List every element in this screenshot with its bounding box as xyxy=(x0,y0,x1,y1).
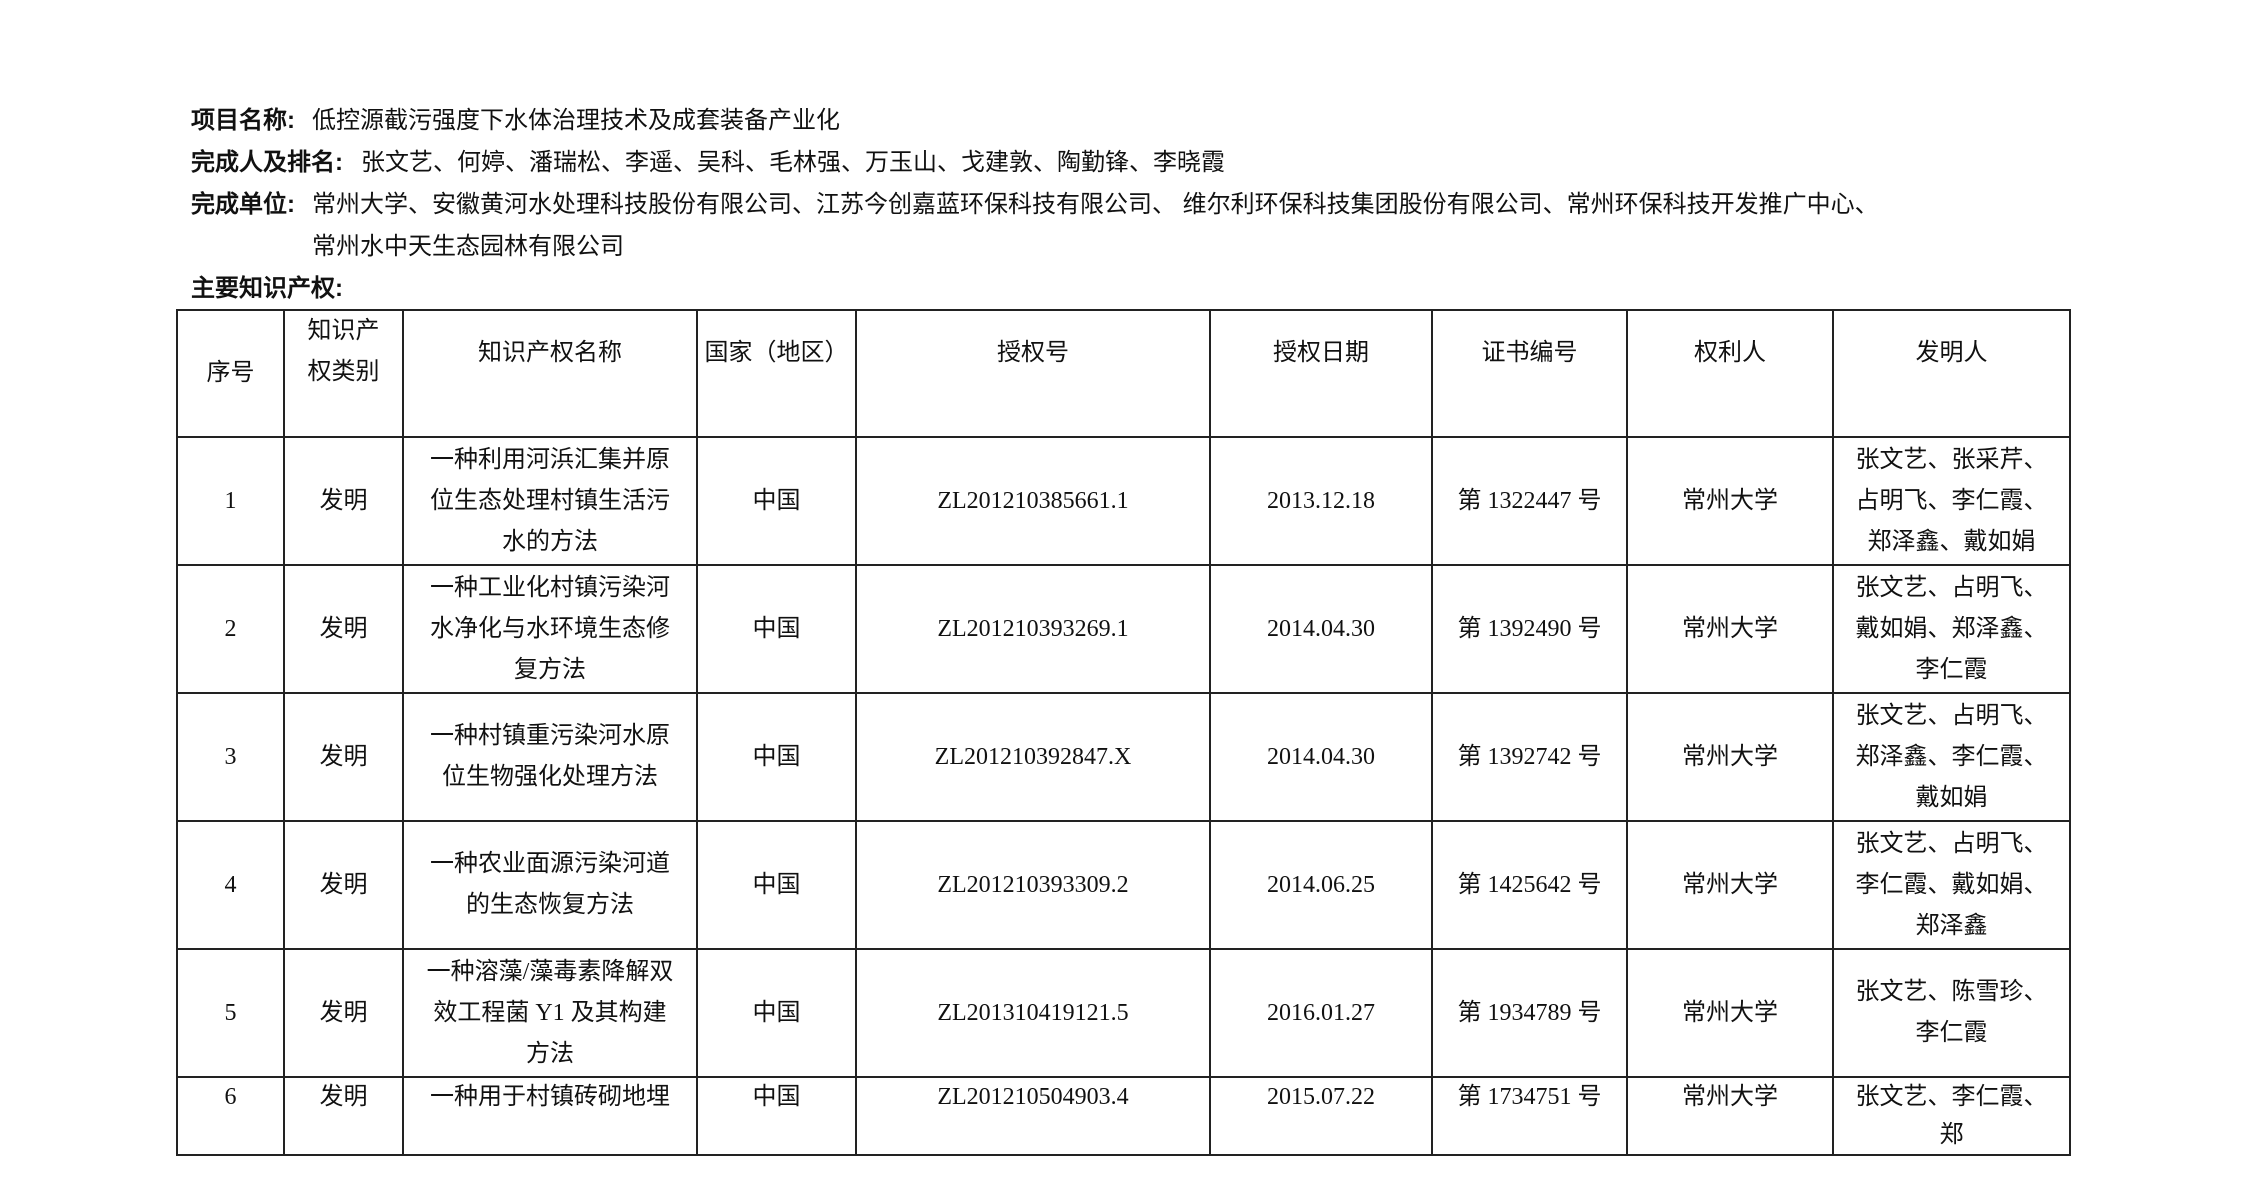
cell-country: 中国 xyxy=(696,692,857,822)
project-name-label: 项目名称: xyxy=(191,107,295,134)
cell-inventors: 张文艺、李仁霞、郑 xyxy=(1832,1076,2071,1156)
cell-certificate-number: 第 1734751 号 xyxy=(1431,1076,1628,1156)
units-label: 完成单位: xyxy=(191,191,295,218)
cell-country: 中国 xyxy=(696,564,857,694)
cell-index: 2 xyxy=(176,564,285,694)
cell-grant-number: ZL201210504903.4 xyxy=(855,1076,1211,1156)
project-name-value: 低控源截污强度下水体治理技术及成套装备产业化 xyxy=(312,107,840,134)
cell-ip-name: 一种溶藻/藻毒素降解双效工程菌 Y1 及其构建方法 xyxy=(402,948,698,1078)
completers-line: 完成人及排名: 张文艺、何婷、潘瑞松、李遥、吴科、毛林强、万玉山、戈建敦、陶勤锋… xyxy=(191,148,1225,178)
ip-table: 序号 知识产权类别 知识产权名称 国家（地区） 授权号 授权日期 证书编号 权利… xyxy=(176,309,2071,1156)
header-grant-date: 授权日期 xyxy=(1209,309,1433,438)
completers-label: 完成人及排名: xyxy=(191,149,343,176)
cell-holder: 常州大学 xyxy=(1626,436,1834,566)
cell-grant-number: ZL201210385661.1 xyxy=(855,436,1211,566)
cell-index: 1 xyxy=(176,436,285,566)
cell-ip-name: 一种村镇重污染河水原位生物强化处理方法 xyxy=(402,692,698,822)
cell-holder: 常州大学 xyxy=(1626,564,1834,694)
cell-certificate-number: 第 1322447 号 xyxy=(1431,436,1628,566)
header-ip-name: 知识产权名称 xyxy=(402,309,698,438)
cell-ip-type: 发明 xyxy=(283,692,404,822)
cell-ip-type: 发明 xyxy=(283,948,404,1078)
cell-grant-number: ZL201210393309.2 xyxy=(855,820,1211,950)
cell-certificate-number: 第 1392490 号 xyxy=(1431,564,1628,694)
cell-ip-name: 一种用于村镇砖砌地埋 xyxy=(402,1076,698,1156)
cell-holder: 常州大学 xyxy=(1626,1076,1834,1156)
cell-inventors: 张文艺、张采芹、占明飞、李仁霞、郑泽鑫、戴如娟 xyxy=(1832,436,2071,566)
cell-inventors: 张文艺、占明飞、李仁霞、戴如娟、郑泽鑫 xyxy=(1832,820,2071,950)
ip-heading-line: 主要知识产权: xyxy=(191,274,343,304)
header-country: 国家（地区） xyxy=(696,309,857,438)
header-index: 序号 xyxy=(176,309,285,438)
cell-country: 中国 xyxy=(696,948,857,1078)
cell-country: 中国 xyxy=(696,436,857,566)
table-row: 3 发明 一种村镇重污染河水原位生物强化处理方法 中国 ZL201210392847.X… xyxy=(176,692,2071,822)
units-value-line1: 常州大学、安徽黄河水处理科技股份有限公司、江苏今创嘉蓝环保科技有限公司、 维尔利… xyxy=(312,191,1879,218)
table-row: 6 发明 一种用于村镇砖砌地埋 中国 ZL201210504903.4 2015.07.2… xyxy=(176,1076,2071,1156)
units-value-line2: 常州水中天生态园林有限公司 xyxy=(312,233,624,260)
project-name-line: 项目名称: 低控源截污强度下水体治理技术及成套装备产业化 xyxy=(191,106,840,136)
cell-grant-number: ZL201310419121.5 xyxy=(855,948,1211,1078)
cell-inventors: 张文艺、占明飞、郑泽鑫、李仁霞、戴如娟 xyxy=(1832,692,2071,822)
header-certificate-number: 证书编号 xyxy=(1431,309,1628,438)
cell-index: 3 xyxy=(176,692,285,822)
units-line: 完成单位: 常州大学、安徽黄河水处理科技股份有限公司、江苏今创嘉蓝环保科技有限公… xyxy=(191,190,1879,220)
cell-grant-number: ZL201210393269.1 xyxy=(855,564,1211,694)
cell-grant-date: 2014.06.25 xyxy=(1209,820,1433,950)
completers-value: 张文艺、何婷、潘瑞松、李遥、吴科、毛林强、万玉山、戈建敦、陶勤锋、李晓霞 xyxy=(361,149,1225,176)
cell-holder: 常州大学 xyxy=(1626,692,1834,822)
table-header-row: 序号 知识产权类别 知识产权名称 国家（地区） 授权号 授权日期 证书编号 权利… xyxy=(176,309,2071,438)
cell-ip-name: 一种利用河浜汇集并原位生态处理村镇生活污水的方法 xyxy=(402,436,698,566)
cell-inventors: 张文艺、陈雪珍、李仁霞 xyxy=(1832,948,2071,1078)
cell-ip-name: 一种农业面源污染河道的生态恢复方法 xyxy=(402,820,698,950)
cell-ip-type: 发明 xyxy=(283,1076,404,1156)
cell-country: 中国 xyxy=(696,1076,857,1156)
cell-grant-date: 2013.12.18 xyxy=(1209,436,1433,566)
cell-ip-type: 发明 xyxy=(283,820,404,950)
cell-ip-type: 发明 xyxy=(283,436,404,566)
cell-index: 5 xyxy=(176,948,285,1078)
header-ip-type: 知识产权类别 xyxy=(283,309,404,438)
cell-grant-date: 2014.04.30 xyxy=(1209,692,1433,822)
table-row: 4 发明 一种农业面源污染河道的生态恢复方法 中国 ZL201210393309.2 20… xyxy=(176,820,2071,950)
table-row: 1 发明 一种利用河浜汇集并原位生态处理村镇生活污水的方法 中国 ZL201210385… xyxy=(176,436,2071,566)
cell-certificate-number: 第 1392742 号 xyxy=(1431,692,1628,822)
cell-grant-date: 2014.04.30 xyxy=(1209,564,1433,694)
cell-index: 6 xyxy=(176,1076,285,1156)
cell-country: 中国 xyxy=(696,820,857,950)
cell-certificate-number: 第 1425642 号 xyxy=(1431,820,1628,950)
cell-certificate-number: 第 1934789 号 xyxy=(1431,948,1628,1078)
cell-grant-date: 2015.07.22 xyxy=(1209,1076,1433,1156)
table-row: 2 发明 一种工业化村镇污染河水净化与水环境生态修复方法 中国 ZL2012103932… xyxy=(176,564,2071,694)
table-row: 5 发明 一种溶藻/藻毒素降解双效工程菌 Y1 及其构建方法 中国 ZL20131041… xyxy=(176,948,2071,1078)
header-inventors: 发明人 xyxy=(1832,309,2071,438)
ip-heading: 主要知识产权: xyxy=(191,275,343,302)
cell-grant-date: 2016.01.27 xyxy=(1209,948,1433,1078)
cell-holder: 常州大学 xyxy=(1626,948,1834,1078)
header-holder: 权利人 xyxy=(1626,309,1834,438)
header-grant-number: 授权号 xyxy=(855,309,1211,438)
cell-index: 4 xyxy=(176,820,285,950)
cell-inventors: 张文艺、占明飞、戴如娟、郑泽鑫、李仁霞 xyxy=(1832,564,2071,694)
cell-grant-number: ZL201210392847.X xyxy=(855,692,1211,822)
cell-holder: 常州大学 xyxy=(1626,820,1834,950)
cell-ip-type: 发明 xyxy=(283,564,404,694)
cell-ip-name: 一种工业化村镇污染河水净化与水环境生态修复方法 xyxy=(402,564,698,694)
